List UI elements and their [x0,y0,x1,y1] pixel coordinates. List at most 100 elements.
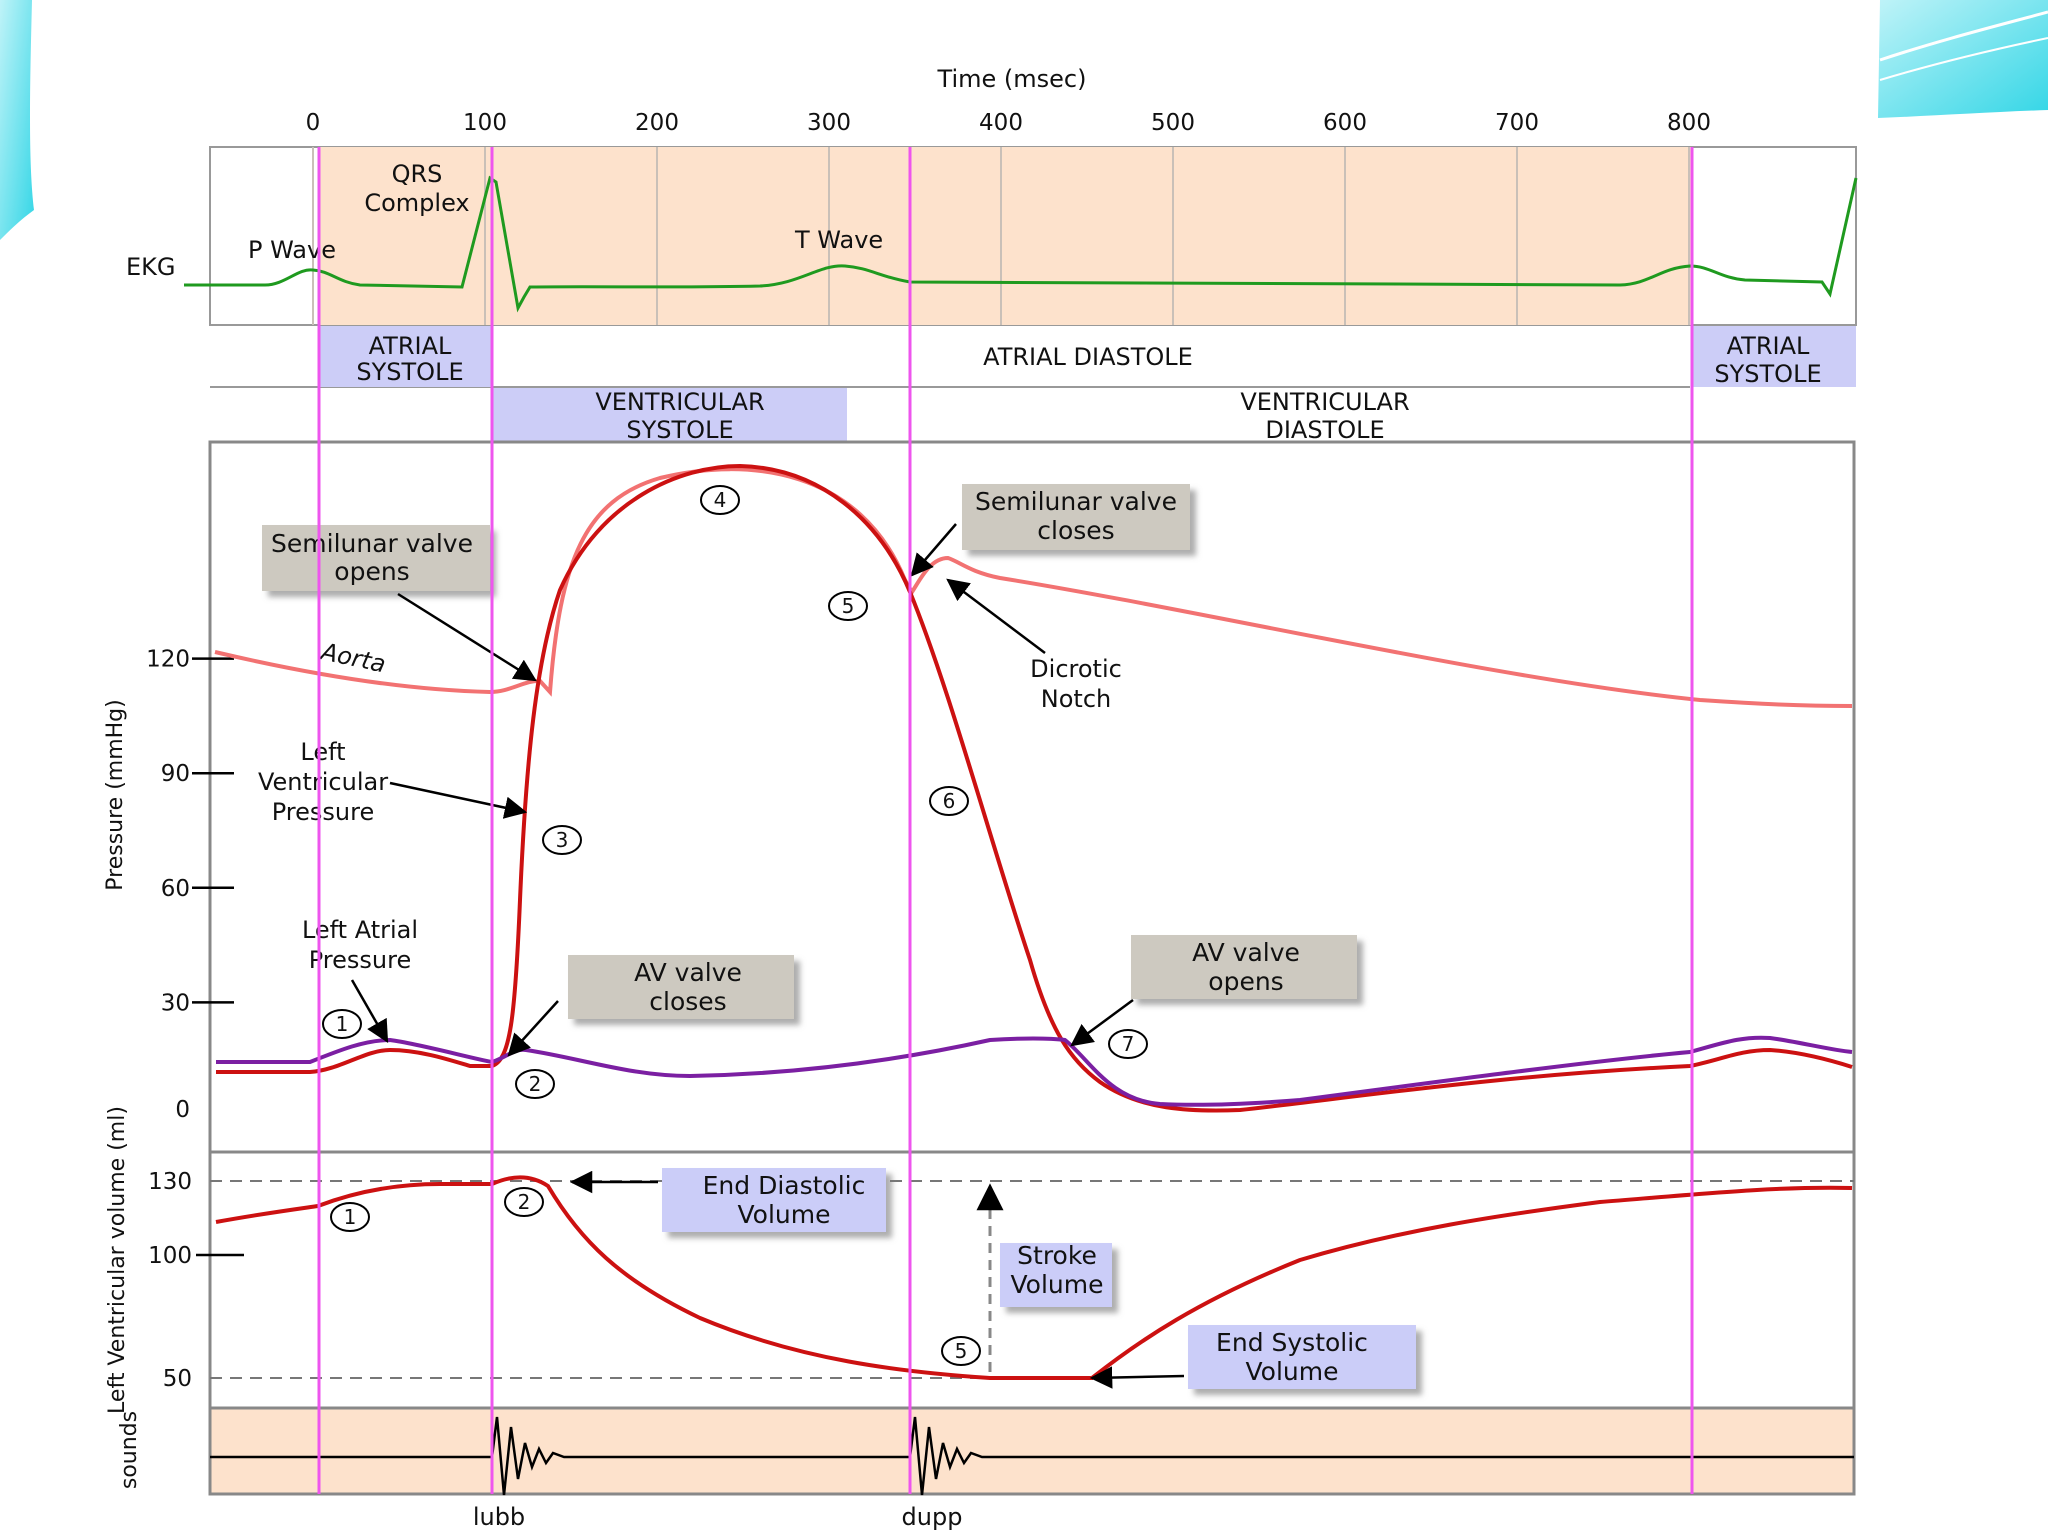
time-tick-500: 500 [1151,110,1195,136]
pressure-tick-0: 0 [175,1097,190,1123]
svg-text:opens: opens [334,557,409,586]
lv-label-line3: Pressure [272,798,374,826]
event-marker-lines [317,147,1694,1494]
la-label-line1: Left Atrial [302,916,418,944]
time-tick-700: 700 [1495,110,1539,136]
decorative-swoosh-right [1878,0,2048,118]
svg-text:End Systolic: End Systolic [1216,1328,1368,1357]
ekg-gridlines [312,147,1690,325]
callout-semilunar-closes: Semilunar valve closes [910,484,1190,577]
dupp-label: dupp [902,1503,963,1531]
atrial-systole-box-1 [319,326,492,387]
atrial-systole-1-line2: SYSTOLE [356,358,463,386]
time-tick-600: 600 [1323,110,1367,136]
time-tick-400: 400 [979,110,1023,136]
svg-text:4: 4 [714,488,727,512]
volume-tick-100: 100 [148,1243,192,1269]
svg-text:Stroke: Stroke [1017,1241,1097,1270]
pressure-tick-120: 120 [146,647,190,673]
decorative-swoosh-left [0,0,34,240]
svg-text:3: 3 [556,828,569,852]
callout-semilunar-opens: Semilunar valve opens [262,525,537,682]
pressure-marker-3: 3 [542,825,582,855]
volume-axis-ticks: 130 100 50 [148,1169,244,1392]
pressure-tick-30: 30 [161,990,190,1016]
pressure-ylabel: Pressure (mmHg) [103,699,128,890]
sounds-ylabel: sounds [117,1411,142,1489]
svg-text:1: 1 [344,1205,357,1229]
ekg-cycle-shade [319,147,1692,325]
ventricular-systole-line1: VENTRICULAR [595,388,764,416]
volume-panel: Left Ventricular volume (ml) 130 100 50 En… [105,1106,1856,1414]
lv-label-line2: Ventricular [258,768,388,796]
pressure-stage-markers: 1 2 3 4 5 6 7 [322,485,1148,1099]
svg-text:Semilunar valve: Semilunar valve [271,529,473,558]
callout-av-opens: AV valve opens [1070,935,1357,1047]
volume-ylabel: Left Ventricular volume (ml) [105,1106,130,1414]
la-label-arrow [350,979,389,1043]
ekg-panel: EKG P Wave QRS Complex T Wave [126,146,1858,326]
pressure-marker-7: 7 [1108,1029,1148,1059]
pressure-tick-90: 90 [161,761,190,787]
time-tick-200: 200 [635,110,679,136]
ventricular-diastole-line2: DIASTOLE [1265,416,1384,444]
t-wave-label: T Wave [794,226,883,254]
pressure-marker-2: 2 [515,1069,555,1099]
lv-label-arrow [389,781,528,819]
la-label-line2: Pressure [309,946,411,974]
time-axis-title: Time (msec) [937,65,1087,93]
time-tick-300: 300 [807,110,851,136]
volume-marker-2: 2 [504,1187,544,1217]
svg-text:5: 5 [955,1339,968,1363]
ekg-trace [184,175,1858,313]
svg-text:opens: opens [1208,967,1283,996]
pressure-marker-5: 5 [828,591,868,621]
svg-text:AV valve: AV valve [1192,938,1300,967]
qrs-label-line2: Complex [364,189,469,217]
atrial-systole-1-line1: ATRIAL [369,332,452,360]
svg-text:2: 2 [518,1190,531,1214]
lv-label-line1: Left [300,738,345,766]
pressure-axis-ticks: 120 90 60 30 0 [146,647,234,1123]
volume-tick-130: 130 [148,1169,192,1195]
sounds-panel: sounds lubb dupp [117,1406,1856,1531]
svg-text:End Diastolic: End Diastolic [703,1171,866,1200]
svg-text:2: 2 [529,1072,542,1096]
p-wave-label: P Wave [248,236,336,264]
svg-text:7: 7 [1122,1032,1135,1056]
ventricular-systole-box [492,388,847,441]
volume-marker-5: 5 [941,1336,981,1366]
time-axis-ticks: 0 100 200 300 400 500 600 700 800 [306,110,1711,136]
left-ventricular-volume-trace [215,1175,1853,1380]
time-tick-100: 100 [463,110,507,136]
callout-stroke-volume: Stroke Volume [1000,1241,1112,1307]
pressure-tick-60: 60 [161,876,190,902]
atrial-systole-2-line2: SYSTOLE [1714,360,1821,388]
atrial-diastole-label: ATRIAL DIASTOLE [983,343,1193,371]
svg-text:closes: closes [1037,516,1114,545]
volume-marker-1: 1 [330,1202,370,1232]
svg-text:Volume: Volume [1011,1270,1104,1299]
time-tick-0: 0 [306,110,321,136]
svg-text:closes: closes [649,987,726,1016]
svg-text:1: 1 [336,1012,349,1036]
dicrotic-label-line2: Notch [1041,685,1111,713]
ventricular-diastole-line1: VENTRICULAR [1240,388,1409,416]
volume-stage-markers: 1 2 5 [330,1187,981,1366]
pressure-marker-1: 1 [322,1009,362,1039]
dicrotic-arrow [946,578,1046,654]
svg-text:Semilunar valve: Semilunar valve [975,487,1177,516]
svg-text:5: 5 [842,594,855,618]
callout-end-systolic-volume: End Systolic Volume [1089,1325,1416,1389]
pressure-marker-4: 4 [700,485,740,515]
heart-sound-trace [210,1416,1854,1496]
pressure-panel: Pressure (mmHg) 120 90 60 30 0 Aorta Left Ve… [103,440,1856,1154]
callout-av-closes: AV valve closes [507,955,794,1057]
atrial-phase-row: ATRIAL SYSTOLE ATRIAL DIASTOLE ATRIAL SY… [210,326,1856,388]
sounds-panel-frame [208,1406,1856,1496]
pressure-marker-6: 6 [929,786,969,816]
aorta-label: Aorta [317,637,388,678]
ventricular-systole-line2: SYSTOLE [626,416,733,444]
ventricular-phase-row: VENTRICULAR SYSTOLE VENTRICULAR DIASTOLE [492,388,1410,444]
